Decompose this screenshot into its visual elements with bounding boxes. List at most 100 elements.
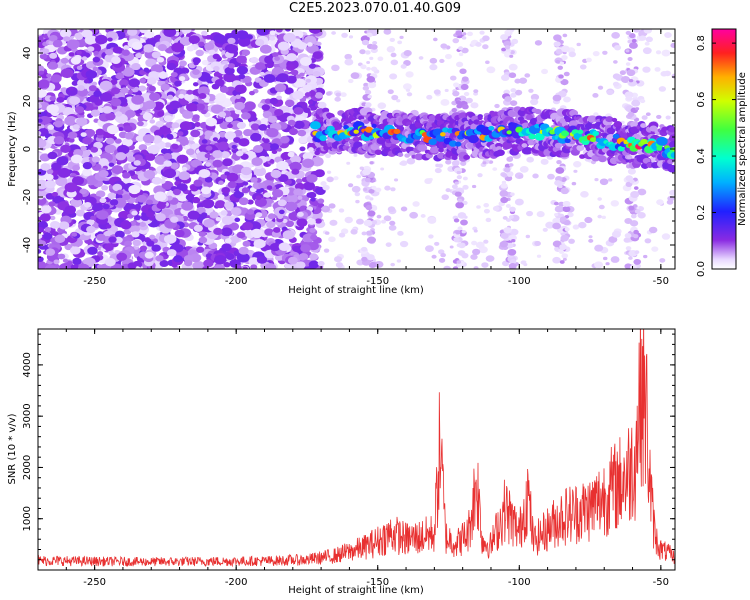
spectrogram-cell bbox=[554, 212, 559, 217]
spectrogram-cell bbox=[303, 107, 311, 114]
spectrogram-cell bbox=[558, 74, 564, 79]
spectrogram-cell bbox=[96, 210, 109, 220]
spectrogram-cell bbox=[320, 181, 327, 187]
spectrogram-cell bbox=[670, 151, 675, 159]
spectrogram-cell bbox=[455, 201, 464, 209]
x-tick-label: -100 bbox=[508, 577, 531, 588]
spectrogram-cell bbox=[542, 227, 548, 232]
spectrogram-cell bbox=[624, 233, 632, 239]
spectrogram-cell bbox=[645, 112, 651, 117]
spectrogram-cell bbox=[552, 217, 561, 225]
spectrogram-cell bbox=[62, 258, 69, 263]
spectrogram-cell bbox=[501, 47, 507, 52]
spectrogram-cell bbox=[122, 172, 131, 179]
spectrogram-cell bbox=[92, 56, 101, 63]
spectrogram-cell bbox=[38, 115, 51, 125]
spectrogram-cell bbox=[91, 81, 98, 86]
spectrogram-cell bbox=[238, 197, 249, 206]
spectrogram-cell bbox=[500, 232, 509, 239]
spectrogram-cell bbox=[389, 37, 395, 42]
spectrogram-cell bbox=[630, 191, 640, 198]
spectrogram-cell bbox=[554, 180, 562, 186]
spectrogram-cell bbox=[627, 168, 636, 175]
spectrogram-cell bbox=[508, 72, 517, 79]
spectrogram-cell bbox=[178, 171, 191, 181]
spectrogram-cell bbox=[157, 111, 165, 117]
spectrogram-cell bbox=[366, 230, 373, 236]
spectrogram-cell bbox=[344, 216, 353, 224]
spectrogram-cell bbox=[106, 125, 119, 135]
spectrogram-cell bbox=[139, 245, 148, 252]
spectrogram-cell bbox=[348, 183, 354, 188]
spectrogram-cell bbox=[42, 232, 53, 240]
spectrogram-cell bbox=[590, 137, 597, 143]
spectrogram-cell bbox=[142, 112, 153, 121]
spectrogram-cell bbox=[234, 129, 243, 137]
spectrogram-cell bbox=[90, 109, 101, 117]
spectrogram-cell bbox=[624, 217, 633, 224]
spectrogram-cell bbox=[397, 230, 404, 236]
spectrogram-cell bbox=[365, 50, 371, 55]
spectrogram-cell bbox=[561, 253, 569, 259]
spectrogram-cell bbox=[203, 259, 214, 268]
spectrogram-cell bbox=[506, 130, 512, 135]
spectrogram-cell bbox=[246, 208, 255, 215]
spectrogram-cell bbox=[402, 114, 409, 120]
spectrogram-cell bbox=[572, 224, 580, 230]
spectrogram-cell bbox=[301, 158, 315, 168]
spectrogram-cell bbox=[506, 156, 514, 162]
spectrogram-cell bbox=[625, 49, 630, 53]
spectrogram-cell bbox=[293, 78, 306, 88]
spectrogram-cell bbox=[461, 36, 467, 40]
spectrogram-cell bbox=[298, 136, 308, 144]
spectrogram-cell bbox=[114, 236, 123, 244]
spectrogram-cell bbox=[82, 168, 92, 177]
spectrogram-cell bbox=[241, 49, 251, 56]
spectrogram-cell bbox=[155, 255, 164, 262]
spectrogram-cell bbox=[317, 198, 325, 204]
spectrogram-cell bbox=[264, 55, 276, 65]
spectrogram-cell bbox=[597, 214, 603, 219]
spectrogram-cell bbox=[355, 199, 360, 204]
spectrogram-cell bbox=[104, 48, 114, 56]
spectrogram-cell bbox=[578, 221, 587, 229]
spectrogram-cell bbox=[366, 60, 371, 64]
spectrogram-cell bbox=[587, 115, 598, 123]
spectrogram-cell bbox=[181, 201, 194, 211]
spectrogram-cell bbox=[95, 128, 105, 136]
spectrogram-cell bbox=[97, 251, 104, 256]
spectrogram-cell bbox=[417, 144, 428, 152]
spectrogram-cell bbox=[38, 89, 47, 98]
spectrogram-cell bbox=[295, 178, 303, 184]
spectrogram-cell bbox=[457, 198, 463, 203]
spectrogram-cell bbox=[627, 39, 632, 44]
spectrogram-cell bbox=[293, 188, 303, 196]
spectrogram-cell bbox=[192, 261, 205, 269]
spectrogram-cell bbox=[584, 122, 594, 130]
spectrogram-cell bbox=[242, 240, 251, 247]
spectrogram-cell bbox=[475, 42, 482, 47]
spectrogram-cell bbox=[127, 213, 134, 219]
spectrogram-cell bbox=[440, 99, 450, 106]
spectrogram-cell bbox=[485, 217, 492, 223]
spectrogram-cell bbox=[204, 176, 213, 183]
spectrogram-cell bbox=[234, 109, 242, 115]
spectrogram-cell bbox=[502, 173, 508, 178]
spectrogram-cell bbox=[390, 59, 399, 66]
spectrogram-cell bbox=[285, 201, 298, 212]
spectrogram-cell bbox=[117, 144, 130, 155]
spectrogram-cell bbox=[558, 249, 565, 254]
spectrogram-cell bbox=[269, 242, 281, 252]
spectrogram-cell bbox=[319, 135, 327, 142]
spectrogram-cell bbox=[452, 38, 460, 44]
spectrogram-cell bbox=[562, 257, 567, 261]
spectrogram-cell bbox=[598, 155, 607, 163]
spectrogram-cell bbox=[197, 86, 210, 96]
spectrogram-cell bbox=[139, 78, 146, 84]
spectrogram-cell bbox=[145, 211, 154, 218]
spectrogram-cell bbox=[455, 61, 464, 68]
spectrogram-cell bbox=[193, 179, 203, 187]
spectrogram-cell bbox=[86, 225, 96, 234]
spectrogram-cell bbox=[393, 128, 401, 135]
